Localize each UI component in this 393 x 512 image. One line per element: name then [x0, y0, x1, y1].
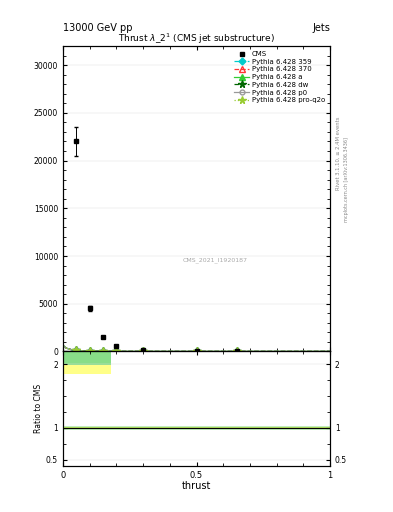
- Bar: [63, 329, 111, 374]
- Text: CMS_2021_I1920187: CMS_2021_I1920187: [183, 257, 248, 263]
- Bar: [63, 338, 111, 365]
- X-axis label: thrust: thrust: [182, 481, 211, 491]
- Legend: CMS, Pythia 6.428 359, Pythia 6.428 370, Pythia 6.428 a, Pythia 6.428 dw, Pythia: CMS, Pythia 6.428 359, Pythia 6.428 370,…: [231, 48, 328, 106]
- Title: Thrust $\lambda\_2^1$ (CMS jet substructure): Thrust $\lambda\_2^1$ (CMS jet substruct…: [118, 32, 275, 46]
- Text: mcplots.cern.ch [arXiv:1306.3436]: mcplots.cern.ch [arXiv:1306.3436]: [344, 137, 349, 222]
- Text: 13000 GeV pp: 13000 GeV pp: [63, 23, 132, 33]
- Text: Rivet 3.1.10, ≥ 2.4M events: Rivet 3.1.10, ≥ 2.4M events: [336, 117, 341, 190]
- Bar: [63, 426, 330, 430]
- Text: Jets: Jets: [312, 23, 330, 33]
- Y-axis label: Ratio to CMS: Ratio to CMS: [34, 384, 43, 433]
